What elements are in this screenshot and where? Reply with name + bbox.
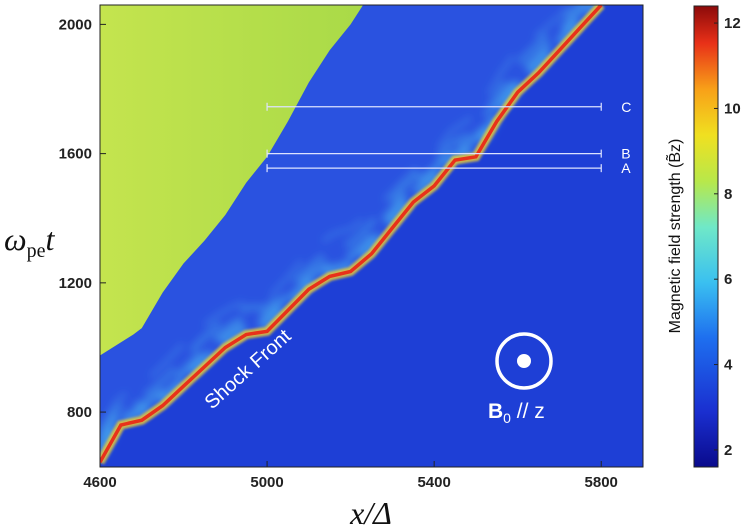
plot-area: CBA: [100, 5, 643, 467]
colorbar-tick-label: 2: [724, 442, 732, 459]
x-tick-label: 5800: [585, 474, 618, 491]
y-tick-label: 1600: [59, 146, 92, 163]
y-axis-title-subscript: pe: [27, 240, 46, 262]
colorbar-tick-label: 6: [724, 271, 732, 288]
x-tick-label: 5400: [417, 474, 450, 491]
shock-front-line: [100, 5, 603, 464]
b0-field-symbol: B: [488, 400, 503, 423]
colorbar-gradient: [693, 5, 719, 468]
y-axis-ticks: 800 1200 1600 2000: [59, 16, 106, 421]
y-axis-title-tail: t: [45, 221, 55, 257]
upstream-region: [100, 5, 364, 356]
b0-field-direction: // z: [511, 400, 545, 423]
b0-field-label: B0 // z: [488, 400, 545, 426]
y-axis-title: ωpet: [4, 221, 55, 262]
b0-symbol-icon: [495, 332, 553, 390]
turbulence-streaks: [100, 5, 601, 457]
time-cut-label: C: [621, 99, 631, 115]
y-axis-title-symbol: ω: [4, 221, 27, 257]
turbulent-layer: [100, 5, 602, 463]
colorbar-title: Magnetic field strength (B̃z): [664, 139, 684, 334]
time-cut-label: A: [621, 160, 631, 176]
turbulence-streak: [100, 5, 601, 457]
colorbar-tick-label: 10: [724, 100, 741, 117]
y-tick-label: 2000: [59, 16, 92, 33]
colorbar-tick-label: 12: [724, 15, 741, 32]
turbulence-streak: [100, 5, 584, 439]
x-tick-label: 4600: [83, 474, 116, 491]
time-cut-label: B: [621, 146, 630, 162]
turbulence-streak: [100, 5, 575, 432]
colorbar-ticks: 2 4 6 8 10 12: [714, 15, 741, 459]
turbulence-streak: [100, 5, 593, 448]
y-tick-label: 1200: [59, 275, 92, 292]
x-tick-label: 5000: [250, 474, 283, 491]
colorbar-tick-label: 8: [724, 186, 732, 203]
y-tick-label: 800: [67, 404, 92, 421]
x-axis-ticks: 4600 5000 5400 5800: [83, 461, 618, 491]
plot-frame: [99, 4, 644, 468]
colorbar: 2 4 6 8 10 12 Magnetic field strength (B̃z): [664, 5, 741, 468]
colorbar-tick-label: 4: [724, 357, 733, 374]
x-axis-title: x/Δ: [349, 495, 392, 531]
time-cut-lines: C BA: [266, 99, 631, 176]
b0-field-subscript: 0: [503, 410, 511, 426]
